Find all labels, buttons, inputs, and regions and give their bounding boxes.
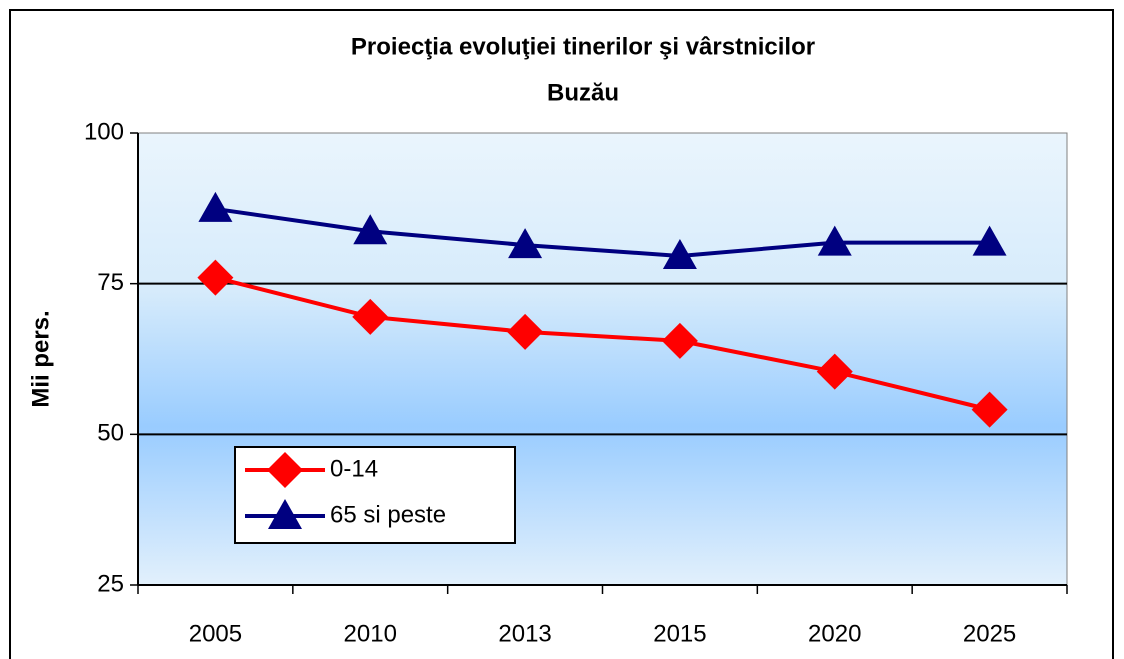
y-tick-label: 25	[97, 570, 124, 597]
data-point	[507, 313, 544, 350]
data-point	[817, 225, 852, 256]
data-point	[198, 191, 233, 222]
x-tick-label: 2025	[963, 620, 1016, 647]
x-tick-label: 2013	[498, 620, 551, 647]
y-tick-label: 50	[97, 420, 124, 447]
data-point	[662, 238, 697, 269]
data-point	[353, 214, 388, 245]
y-axis-label: Mii pers.	[27, 310, 54, 407]
chart-title: Proiecţia evoluţiei tinerilor şi vârstni…	[351, 33, 815, 60]
x-tick-label: 2015	[653, 620, 706, 647]
x-tick-label: 2005	[189, 620, 242, 647]
data-point	[971, 391, 1008, 428]
series-line	[214, 275, 991, 412]
data-point	[352, 298, 389, 335]
data-point	[508, 228, 543, 259]
data-point	[972, 225, 1007, 256]
data-point	[816, 353, 853, 390]
chart-title: Buzău	[547, 79, 619, 106]
legend-label: 65 si peste	[330, 501, 446, 528]
y-tick-label: 100	[84, 118, 124, 145]
legend-marker	[267, 452, 303, 488]
data-point	[197, 259, 234, 296]
y-tick-label: 75	[97, 269, 124, 296]
legend-label: 0-14	[330, 455, 378, 482]
data-point	[661, 322, 698, 359]
x-tick-label: 2020	[808, 620, 861, 647]
legend-marker	[268, 499, 302, 529]
series-line	[215, 206, 990, 258]
x-tick-label: 2010	[344, 620, 397, 647]
